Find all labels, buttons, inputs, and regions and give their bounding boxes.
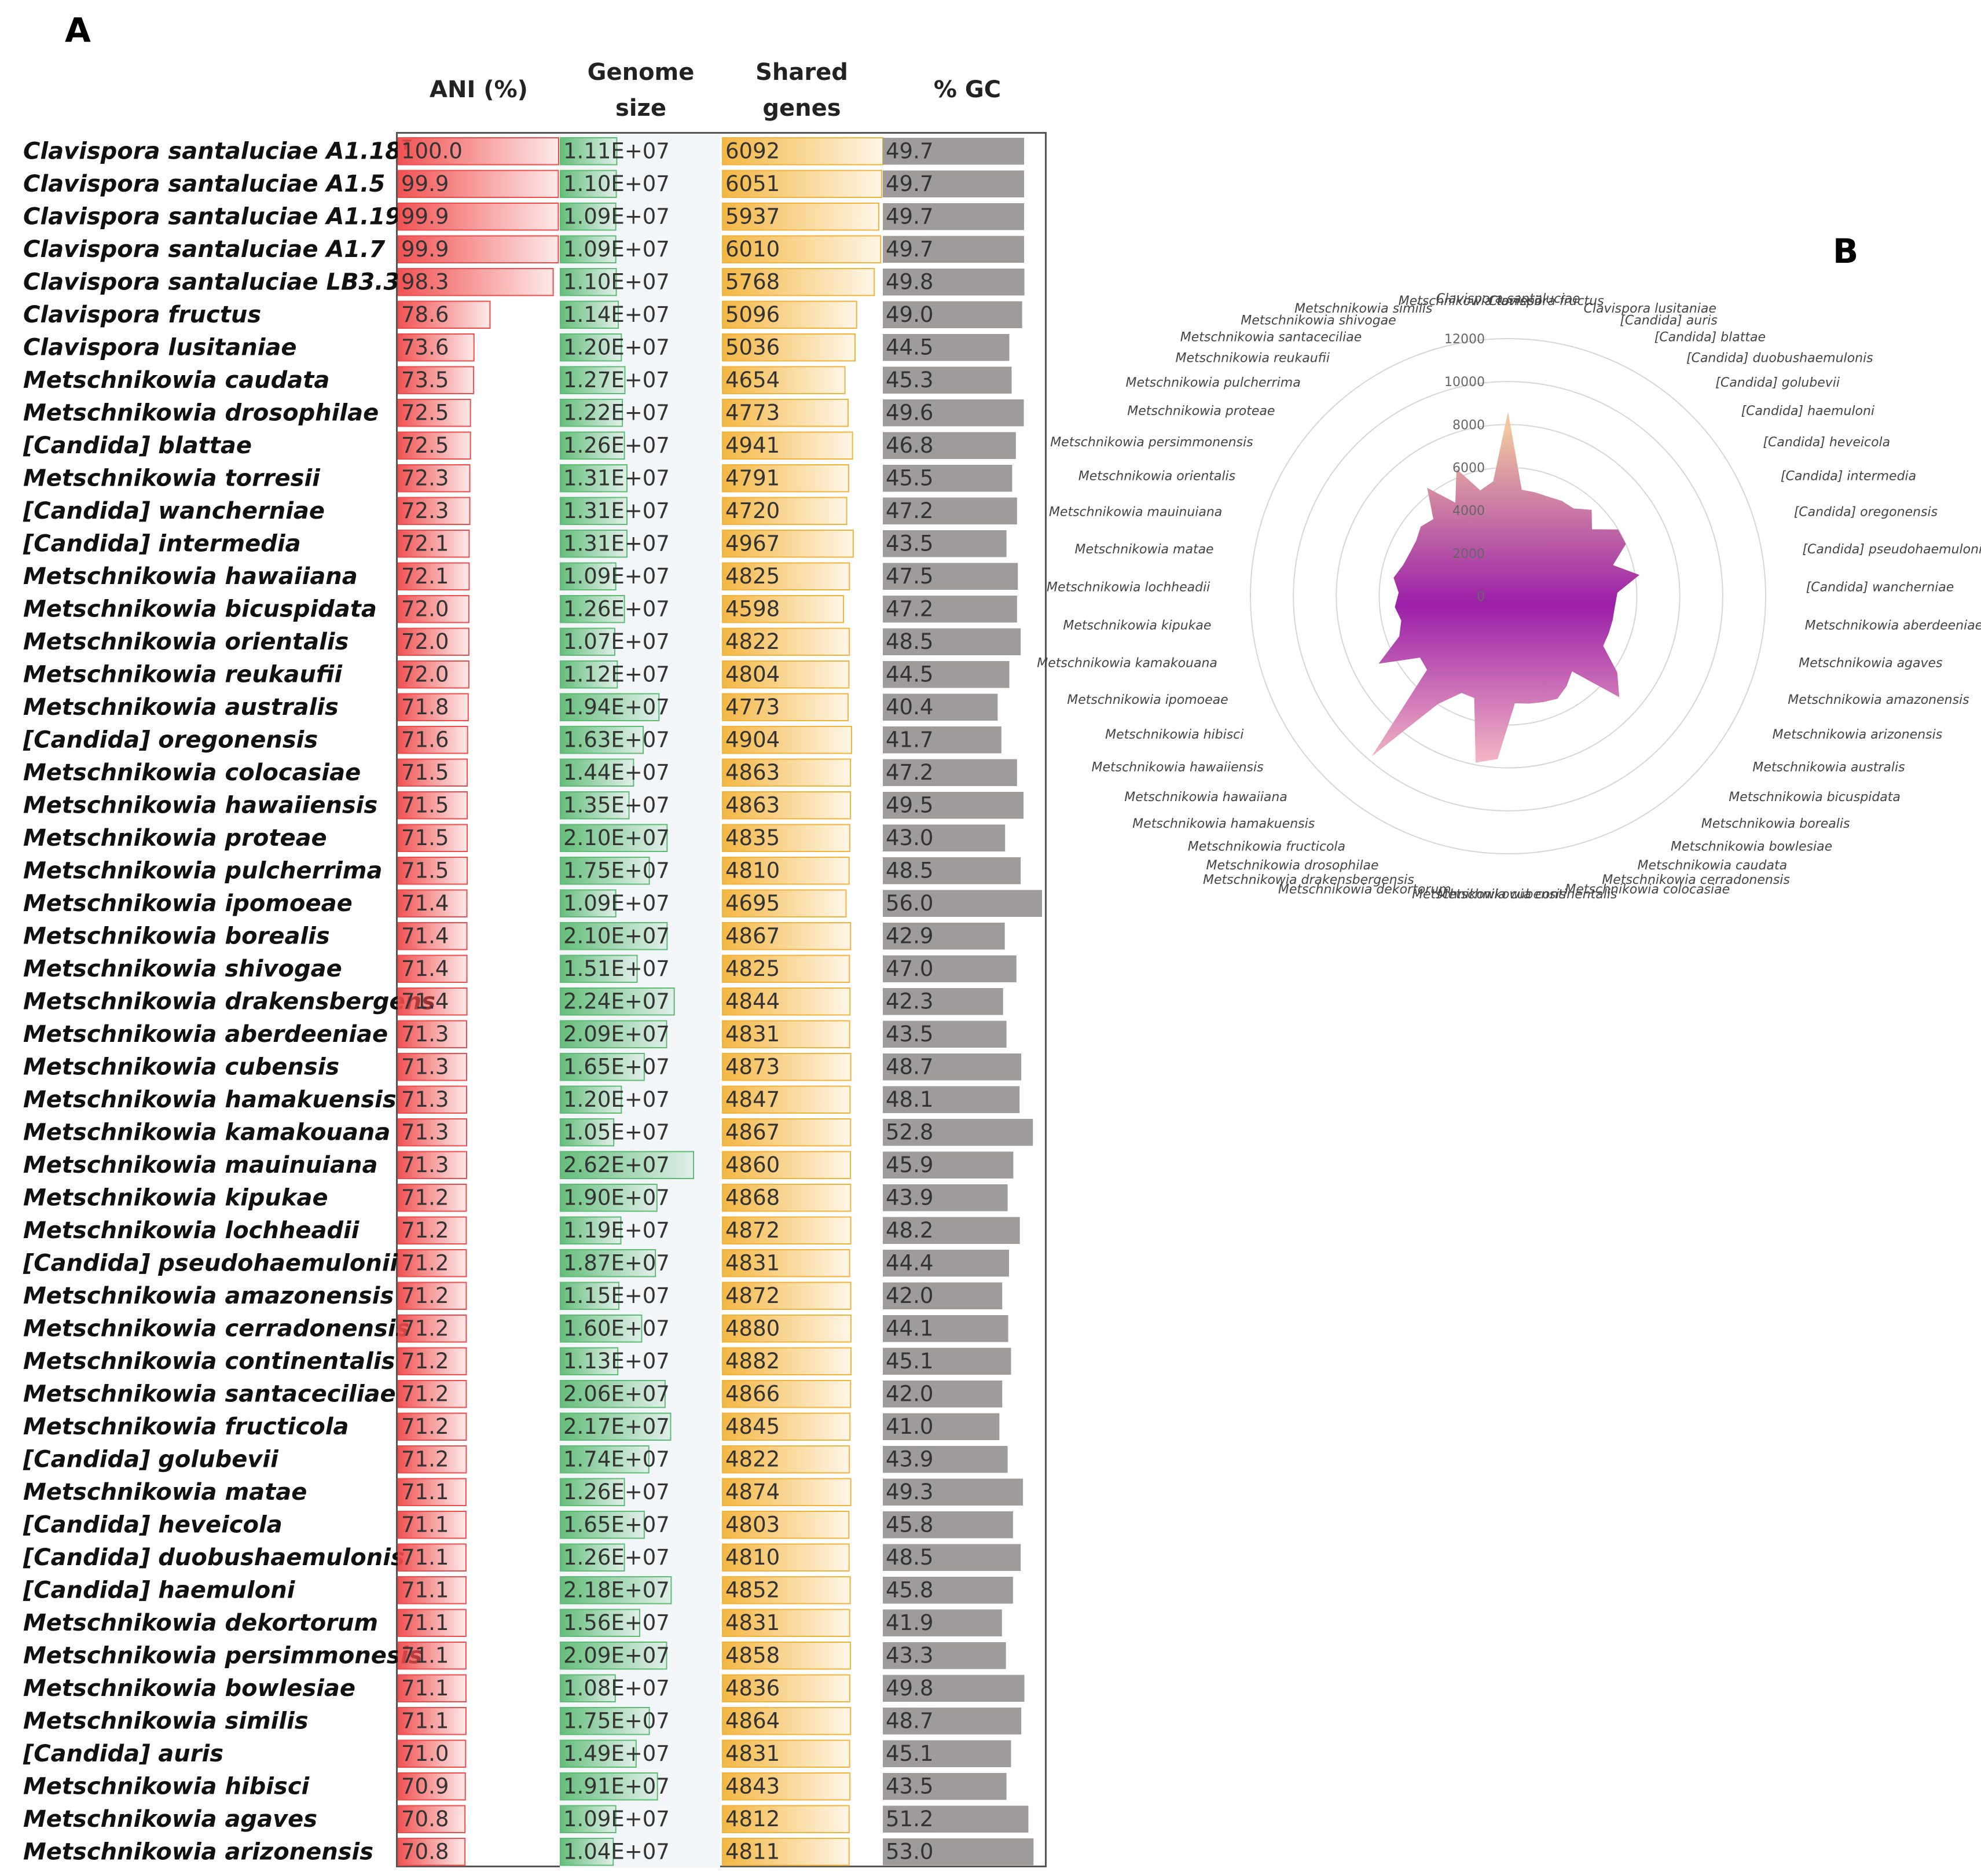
radar-category-label: Metschnikowia amazonensis [1788, 693, 1969, 707]
column-header-shared-genes: Shared genes [755, 59, 848, 122]
radar-category-label: Metschnikowia bicuspidata [1729, 790, 1901, 805]
radar-tick-label: 12000 [1444, 332, 1485, 347]
radar-category-label: Metschnikowia kipukae [1063, 619, 1211, 633]
radar-grid-circle [1250, 338, 1766, 854]
radar-tick-label: 10000 [1444, 375, 1485, 390]
radar-category-label: [Candida] heveicola [1763, 435, 1890, 450]
radar-category-label: [Candida] intermedia [1781, 469, 1916, 484]
radar-category-label: Metschnikowia mauinuiana [1049, 505, 1222, 520]
radar-category-label: [Candida] golubevii [1715, 376, 1840, 390]
radar-category-label: Metschnikowia ipomoeae [1067, 693, 1228, 707]
column-header-ani: ANI (%) [430, 76, 528, 103]
radar-category-label: Metschnikowia similis [1294, 302, 1432, 316]
radar-category-label: Metschnikowia lochheadii [1047, 581, 1210, 595]
radar-category-label: [Candida] oregonensis [1794, 505, 1938, 520]
radar-category-label: Metschnikowia hibisci [1105, 728, 1243, 742]
radar-category-label: Metschnikowia borealis [1701, 817, 1850, 831]
radar-category-label: Metschnikowia colocasiae [1565, 883, 1730, 897]
radar-category-label: Metschnikowia kamakouana [1037, 656, 1217, 671]
radar-category-label: Metschnikowia fructicola [1188, 840, 1345, 854]
panel-b-label: B [1833, 232, 1859, 271]
radar-category-label: Metschnikowia santaceciliae [1180, 330, 1362, 344]
radar-category-label: Metschnikowia bowlesiae [1671, 840, 1832, 854]
radar-category-label: [Candida] blattae [1654, 330, 1766, 344]
radar-category-label: Metschnikowia aberdeeniae [1805, 619, 1981, 633]
radar-series-area [1371, 412, 1639, 763]
radar-category-label: Metschnikowia pulcherrima [1125, 376, 1300, 390]
radar-category-label: Metschnikowia cubensis [1412, 887, 1566, 902]
radar-category-label: Metschnikowia drakensbergensis [1203, 873, 1414, 887]
radar-category-label: Metschnikowia torresii [1399, 294, 1542, 309]
radar-category-label: Metschnikowia shivogae [1241, 314, 1396, 328]
panel-a-label: A [65, 10, 91, 50]
radar-tick-label: 2000 [1452, 547, 1485, 561]
column-header-genome-size: Genome size [587, 59, 695, 122]
radar-category-label: Metschnikowia matae [1075, 542, 1214, 557]
radar-category-label: Metschnikowia caudata [1638, 858, 1788, 873]
radar-tick-label: 0 [1477, 590, 1485, 604]
radar-tick-label: 6000 [1452, 461, 1485, 476]
radar-category-label: Metschnikowia hawaiiensis [1091, 761, 1263, 775]
radar-tick-label: 8000 [1452, 418, 1485, 432]
radar-category-label: Metschnikowia hawaiiana [1124, 790, 1287, 805]
radar-category-label: Metschnikowia persimmonensis [1050, 435, 1253, 450]
radar-category-label: Metschnikowia orientalis [1078, 469, 1235, 484]
radar-category-label: [Candida] wancherniae [1806, 581, 1954, 595]
radar-category-label: Clavispora lusitaniae [1584, 302, 1716, 316]
radar-category-label: [Candida] haemuloni [1741, 404, 1874, 418]
radar-category-label: [Candida] auris [1620, 314, 1718, 328]
radar-category-label: Metschnikowia dekortorum [1278, 883, 1451, 897]
radar-category-label: Metschnikowia drosophilae [1206, 858, 1378, 873]
radar-category-label: Metschnikowia continentalis [1437, 887, 1617, 902]
radar-tick-label: 4000 [1452, 504, 1485, 519]
radar-grid-circle [1293, 381, 1723, 812]
radar-category-label: Clavispora santaluciae [1436, 292, 1580, 306]
radar-category-label: Metschnikowia australis [1752, 761, 1905, 775]
radar-category-label: Metschnikowia arizonensis [1773, 728, 1943, 742]
radar-category-label: Metschnikowia agaves [1799, 656, 1942, 671]
radar-category-label: Metschnikowia cerradonensis [1602, 873, 1790, 887]
radar-category-label: Metschnikowia proteae [1127, 404, 1275, 418]
radar-category-label: Metschnikowia hamakuensis [1132, 817, 1315, 831]
radar-category-label: Clavispora fructus [1488, 294, 1604, 309]
radar-category-label: [Candida] pseudohaemulonii [1802, 542, 1981, 557]
column-header-gc: % GC [933, 76, 1001, 103]
radar-category-label: [Candida] duobushaemulonis [1686, 351, 1873, 365]
data-table-frame [396, 132, 1047, 1867]
radar-category-label: Metschnikowia reukaufii [1176, 351, 1330, 365]
